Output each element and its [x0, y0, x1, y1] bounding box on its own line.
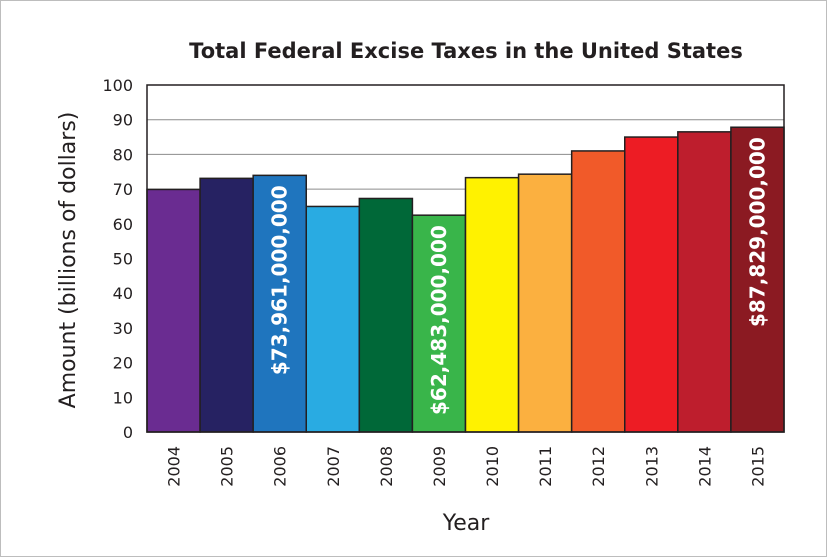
- x-axis-label: Year: [442, 511, 491, 536]
- x-tick-label: 2014: [695, 446, 714, 487]
- chart-title: Total Federal Excise Taxes in the United…: [189, 39, 743, 63]
- y-tick-label: 60: [113, 215, 133, 234]
- bar-value-label: $62,483,000,000: [427, 225, 451, 415]
- bar-value-label: $87,829,000,000: [745, 137, 769, 327]
- x-tick-label: 2004: [165, 446, 184, 487]
- bar-2010: [464, 176, 520, 433]
- y-axis-label: Amount (billions of dollars): [56, 112, 81, 409]
- x-tick-label: 2015: [748, 446, 767, 487]
- y-tick-label: 0: [123, 423, 133, 442]
- bar-2007: [305, 205, 361, 433]
- y-tick-label: 80: [113, 145, 133, 164]
- x-tick-label: 2010: [483, 446, 502, 487]
- plot-area-border: [146, 84, 785, 433]
- x-tick-label: 2008: [377, 446, 396, 487]
- x-tick-label: 2005: [218, 446, 237, 487]
- x-tick-label: 2007: [324, 446, 343, 487]
- y-tick-label: 10: [113, 388, 133, 407]
- bar-2014: [677, 131, 732, 433]
- bar-2011: [517, 173, 573, 433]
- y-tick-label: 50: [113, 250, 133, 269]
- x-tick-label: 2006: [271, 446, 290, 487]
- y-tick-label: 100: [102, 76, 133, 95]
- y-tick-label: 40: [113, 284, 133, 303]
- bar-2005: [199, 177, 254, 433]
- y-tick-label: 90: [113, 111, 133, 130]
- x-tick-label: 2011: [536, 446, 555, 487]
- x-tick-label: 2013: [642, 446, 661, 487]
- y-tick-label: 70: [113, 180, 133, 199]
- bar-2008: [358, 197, 414, 433]
- x-tick-label: 2012: [589, 446, 608, 487]
- y-tick-label: 30: [113, 319, 133, 338]
- bar-2004: [146, 188, 201, 433]
- x-tick-label: 2009: [430, 446, 449, 487]
- bar-2013: [624, 136, 679, 433]
- bar-value-label: $73,961,000,000: [268, 185, 292, 375]
- bar-2012: [570, 150, 626, 433]
- y-tick-label: 20: [113, 354, 133, 373]
